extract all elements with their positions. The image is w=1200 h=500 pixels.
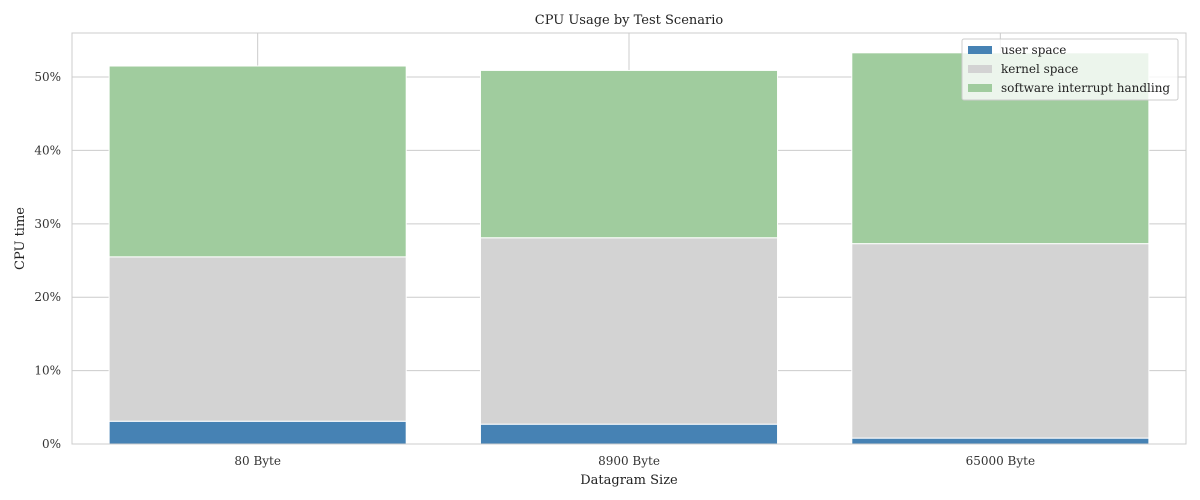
y-tick-label: 0% <box>42 437 61 451</box>
legend-label: user space <box>1001 43 1066 57</box>
y-axis-ticks: 0% 10% 20% 30% 40% 50% <box>34 70 61 451</box>
legend-label: kernel space <box>1001 62 1078 76</box>
bar-segment-user-space-2 <box>479 423 779 445</box>
x-axis-ticks: 80 Byte 8900 Byte 65000 Byte <box>234 454 1035 468</box>
legend-box <box>961 38 1179 101</box>
y-tick-label: 10% <box>34 364 61 378</box>
bars <box>108 52 1150 445</box>
x-tick-label: 8900 Byte <box>598 454 660 468</box>
bar-segment-software-interrupt-handling-1 <box>108 65 407 258</box>
bar-segment-kernel-space-3 <box>851 243 1150 439</box>
legend-swatch <box>968 84 992 92</box>
y-tick-label: 30% <box>34 217 61 231</box>
plot-frame <box>71 32 1187 445</box>
y-tick-label: 40% <box>34 143 61 157</box>
bar-segment-kernel-space-1 <box>108 256 407 422</box>
y-tick-label: 50% <box>34 70 61 84</box>
x-axis-label: Datagram Size <box>580 473 678 488</box>
bar-segment-software-interrupt-handling-2 <box>479 69 779 239</box>
y-tick-label: 20% <box>34 290 61 304</box>
x-tick-label: 65000 Byte <box>966 454 1036 468</box>
legend: user space kernel space software interrupt… <box>961 38 1179 101</box>
y-axis-label: CPU time <box>13 207 28 270</box>
legend-label: software interrupt handling <box>1001 81 1170 95</box>
bar-segment-user-space-1 <box>108 420 407 445</box>
legend-swatch <box>968 65 992 73</box>
bar-segment-user-space-3 <box>851 437 1150 445</box>
x-tick-label: 80 Byte <box>234 454 281 468</box>
legend-swatch <box>968 46 992 54</box>
bar-segment-kernel-space-2 <box>479 237 779 425</box>
chart-title: CPU Usage by Test Scenario <box>535 13 724 28</box>
